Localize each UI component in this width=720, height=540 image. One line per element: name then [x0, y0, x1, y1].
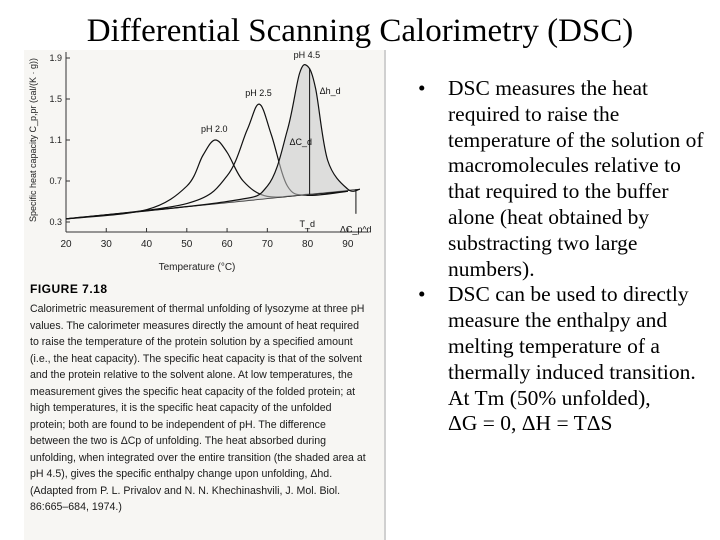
bullet-dot-icon: •	[418, 282, 426, 307]
bullet-item: • DSC measures the heat required to rais…	[418, 76, 714, 282]
bullet-list: • DSC measures the heat required to rais…	[418, 76, 714, 437]
bullet-text: DSC can be used to directly measure the …	[448, 282, 696, 384]
bullet-item: • DSC can be used to directly measure th…	[418, 282, 714, 385]
extra-line: At Tm (50% unfolded),	[448, 385, 651, 410]
figure-caption-title: FIGURE 7.18	[30, 282, 108, 296]
figure-caption: Calorimetric measurement of thermal unfo…	[30, 303, 366, 513]
slide-title: Differential Scanning Calorimetry (DSC)	[86, 13, 634, 49]
extra-line: ΔG = 0, ΔH = TΔS	[448, 411, 613, 436]
bullet-text: DSC measures the heat required to raise …	[448, 76, 704, 281]
bullet-dot-icon: •	[418, 76, 426, 100]
scan-edge	[384, 50, 386, 540]
